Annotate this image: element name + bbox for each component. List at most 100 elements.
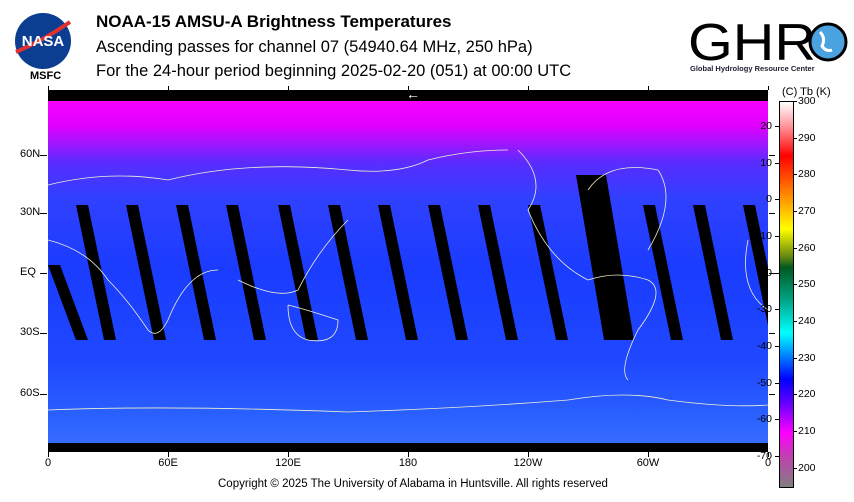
subtitle-channel: Ascending passes for channel 07 (54940.6… xyxy=(96,38,533,56)
lat-tick-right xyxy=(769,213,775,214)
lat-tick xyxy=(40,213,47,214)
lon-tick-top xyxy=(168,86,169,90)
copyright: Copyright © 2025 The University of Alaba… xyxy=(218,478,608,490)
swath-gap xyxy=(328,205,368,340)
kelvin-label: 230 xyxy=(798,351,816,364)
brightness-temperature-map xyxy=(48,90,768,452)
lat-label: 30S xyxy=(20,326,40,338)
coastlines xyxy=(48,149,768,413)
cbar-tick-c xyxy=(775,456,779,458)
kelvin-label: 280 xyxy=(798,168,816,181)
lon-tick-top xyxy=(288,86,289,90)
swath-gap xyxy=(378,205,418,340)
arrow-indicator: ← xyxy=(406,86,420,102)
colorbar-header: (C) Tb (K) xyxy=(782,86,831,98)
lat-tick xyxy=(40,155,47,156)
data-gaps xyxy=(48,175,768,340)
celsius-label: -30 xyxy=(756,303,772,316)
lon-label: 120W xyxy=(513,457,543,469)
celsius-label: -40 xyxy=(756,340,772,353)
celsius-label: -20 xyxy=(756,266,772,279)
lon-tick-top xyxy=(48,86,49,90)
top-band xyxy=(48,90,768,101)
cbar-tick-k xyxy=(793,211,797,212)
cbar-tick-c xyxy=(775,419,779,421)
swath-gap xyxy=(176,205,216,340)
cbar-tick-c xyxy=(775,309,779,311)
svg-text:GHR: GHR xyxy=(688,14,816,72)
lon-tick xyxy=(528,452,529,457)
cbar-tick-c xyxy=(775,346,779,348)
cbar-tick-c xyxy=(775,382,779,384)
kelvin-label: 200 xyxy=(798,461,816,474)
swath-gap xyxy=(428,205,468,340)
cbar-tick-c xyxy=(775,199,779,201)
kelvin-label: 270 xyxy=(798,205,816,217)
ghrc-logo: GHR xyxy=(688,14,848,72)
svg-text:NASA: NASA xyxy=(22,33,65,50)
swath-gap xyxy=(76,205,116,340)
subtitle-period: For the 24-hour period beginning 2025-02… xyxy=(96,62,572,80)
lon-tick-top xyxy=(528,86,529,90)
colorbar xyxy=(779,101,794,488)
celsius-label: 10 xyxy=(760,156,772,169)
lon-tick xyxy=(48,452,49,457)
lat-tick-right xyxy=(769,333,775,334)
lat-label: 60N xyxy=(20,148,41,160)
lat-label: 60S xyxy=(20,387,40,399)
celsius-label: -10 xyxy=(756,230,772,243)
chart-title: NOAA-15 AMSU-A Brightness Temperatures xyxy=(96,12,452,31)
swath-gap xyxy=(478,205,518,340)
cbar-tick-c xyxy=(775,126,779,128)
lat-tick-right xyxy=(769,155,775,156)
lon-label: 60E xyxy=(158,457,178,469)
lon-tick-top xyxy=(648,86,649,90)
cbar-tick-k xyxy=(793,137,797,139)
cbar-tick-k xyxy=(793,321,797,322)
lat-tick xyxy=(40,394,47,395)
lon-tick-top xyxy=(768,86,769,90)
cbar-tick-c xyxy=(775,162,779,164)
cbar-tick-k xyxy=(793,101,797,102)
lat-tick-right xyxy=(769,394,775,395)
swath-gap xyxy=(126,205,166,340)
cbar-tick-c xyxy=(775,272,779,274)
swath-gap xyxy=(693,205,733,340)
swath-gap xyxy=(576,175,634,340)
cbar-tick-k xyxy=(793,247,797,249)
cbar-tick-k xyxy=(793,394,797,396)
kelvin-label: 290 xyxy=(798,131,816,144)
cbar-tick-k xyxy=(793,467,797,469)
lon-tick xyxy=(288,452,289,457)
lat-tick xyxy=(40,273,47,274)
lon-tick-top xyxy=(408,86,409,90)
swath-gap xyxy=(643,205,683,340)
cbar-tick-k xyxy=(793,284,797,286)
temperature-field xyxy=(48,90,768,452)
lon-label: 180 xyxy=(398,457,418,469)
cbar-tick-c xyxy=(775,236,779,238)
kelvin-label: 250 xyxy=(798,278,816,291)
swath-gap xyxy=(528,205,568,340)
lon-label: 0 xyxy=(764,457,772,469)
celsius-label: 20 xyxy=(760,120,772,133)
lat-label: 30N xyxy=(20,206,41,218)
lat-tick-right xyxy=(769,273,775,274)
kelvin-label: 300 xyxy=(798,95,816,107)
lon-label: 120E xyxy=(275,457,301,469)
lon-tick xyxy=(168,452,169,457)
kelvin-label: 260 xyxy=(798,241,816,254)
celsius-label: -70 xyxy=(756,450,772,463)
lon-tick xyxy=(648,452,649,457)
bottom-band xyxy=(48,443,768,452)
kelvin-label: 220 xyxy=(798,388,816,401)
ghrc-full-name: Global Hydrology Resource Center xyxy=(690,64,815,73)
lat-label: EQ xyxy=(20,266,36,278)
msfc-label: MSFC xyxy=(30,70,62,82)
celsius-label: 0 xyxy=(766,193,772,206)
lat-tick xyxy=(40,333,47,334)
cbar-tick-k xyxy=(793,357,797,359)
swath-gap xyxy=(226,205,266,340)
celsius-label: -60 xyxy=(756,413,772,426)
